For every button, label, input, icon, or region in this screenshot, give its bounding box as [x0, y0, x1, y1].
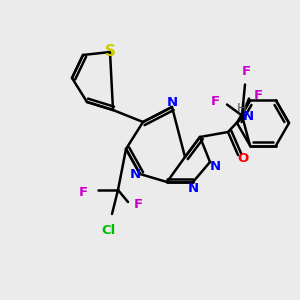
- Text: N: N: [167, 95, 178, 109]
- Text: F: F: [242, 64, 250, 77]
- Text: N: N: [188, 182, 199, 194]
- Text: F: F: [134, 199, 143, 212]
- Text: H: H: [237, 101, 247, 115]
- Text: S: S: [104, 44, 116, 59]
- Text: F: F: [211, 95, 220, 108]
- Text: Cl: Cl: [101, 224, 115, 237]
- Text: N: N: [242, 110, 253, 122]
- Text: N: N: [209, 160, 220, 172]
- Text: F: F: [254, 89, 263, 102]
- Text: F: F: [79, 185, 88, 199]
- Text: N: N: [129, 167, 141, 181]
- Text: O: O: [237, 152, 249, 164]
